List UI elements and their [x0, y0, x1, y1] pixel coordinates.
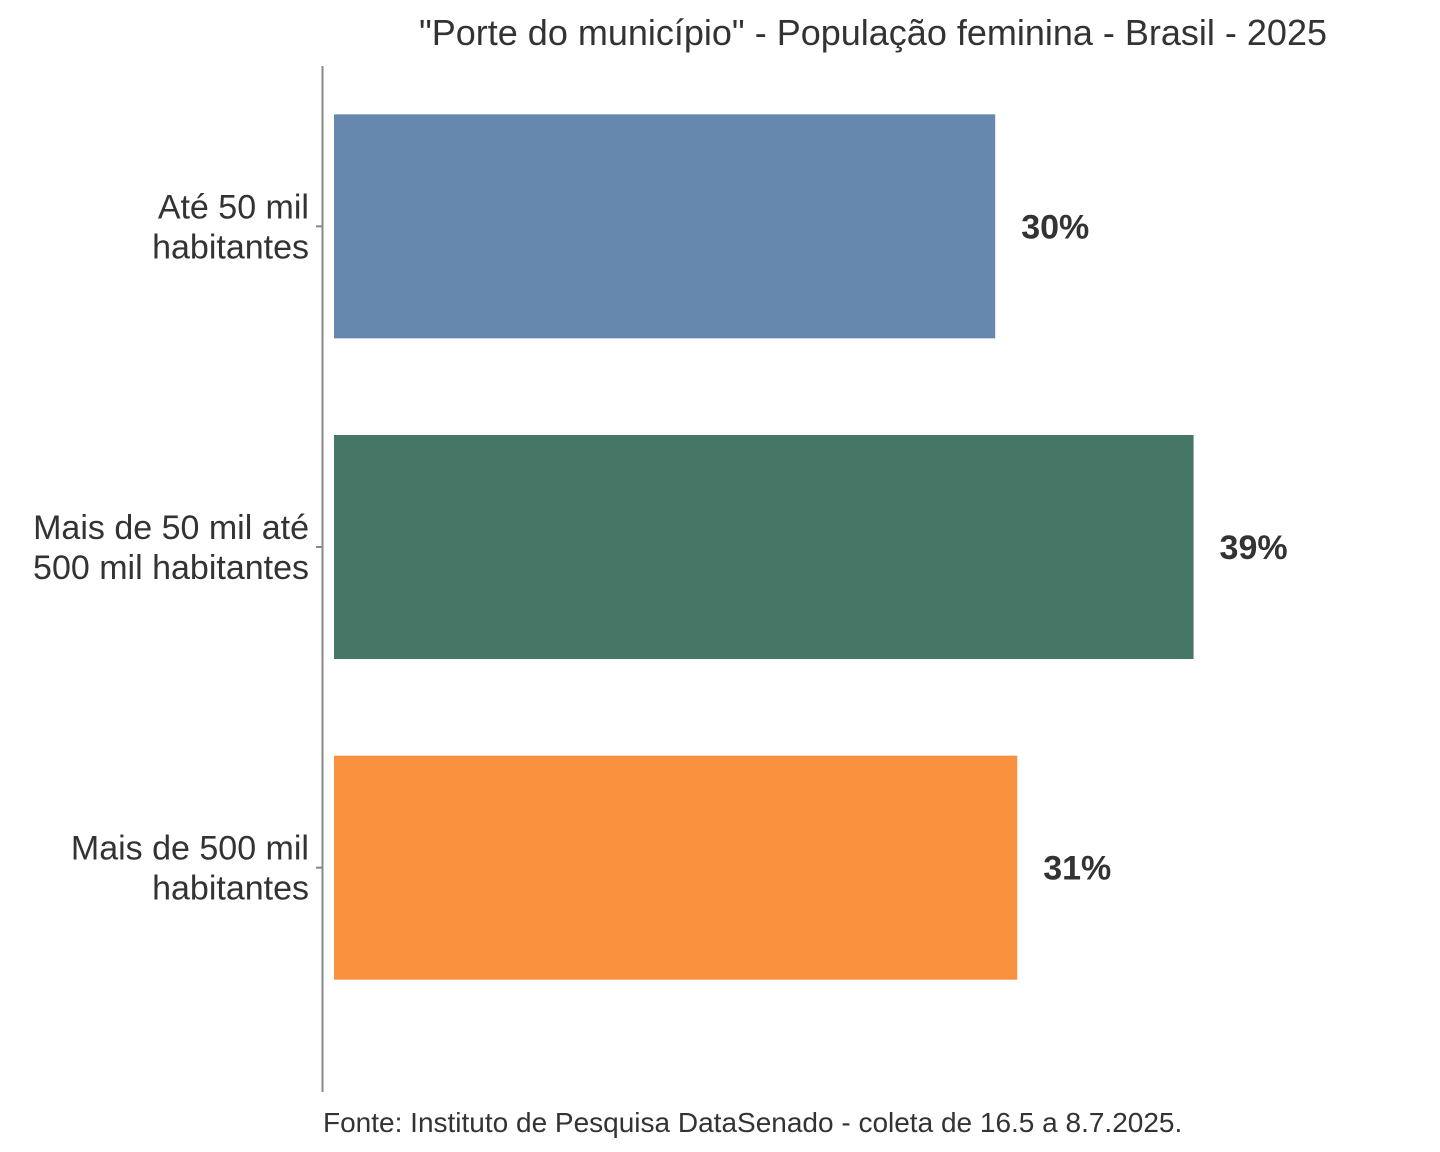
category-label-line: 500 mil habitantes: [33, 549, 309, 587]
category-label-2: Mais de 500 mil habitantes: [71, 830, 309, 908]
category-label-line: habitantes: [152, 870, 309, 908]
value-label-2: 31%: [1043, 850, 1111, 888]
value-label-1: 39%: [1220, 529, 1288, 567]
category-label-line: Até 50 mil: [158, 188, 309, 226]
category-label-1: Mais de 50 mil até 500 mil habitantes: [33, 509, 309, 587]
bar-2: [334, 755, 1018, 980]
value-label-0: 30%: [1021, 208, 1089, 246]
category-label-0: Até 50 mil habitantes: [152, 188, 309, 266]
category-label-line: Mais de 500 mil: [71, 830, 309, 868]
category-label-line: habitantes: [152, 228, 309, 266]
category-label-line: Mais de 50 mil até: [33, 509, 309, 547]
source-note: Fonte: Instituto de Pesquisa DataSenado …: [323, 1107, 1182, 1138]
bar-1: [334, 435, 1194, 660]
chart-title: "Porte do município" - População feminin…: [419, 12, 1327, 53]
bar-0: [334, 114, 996, 339]
